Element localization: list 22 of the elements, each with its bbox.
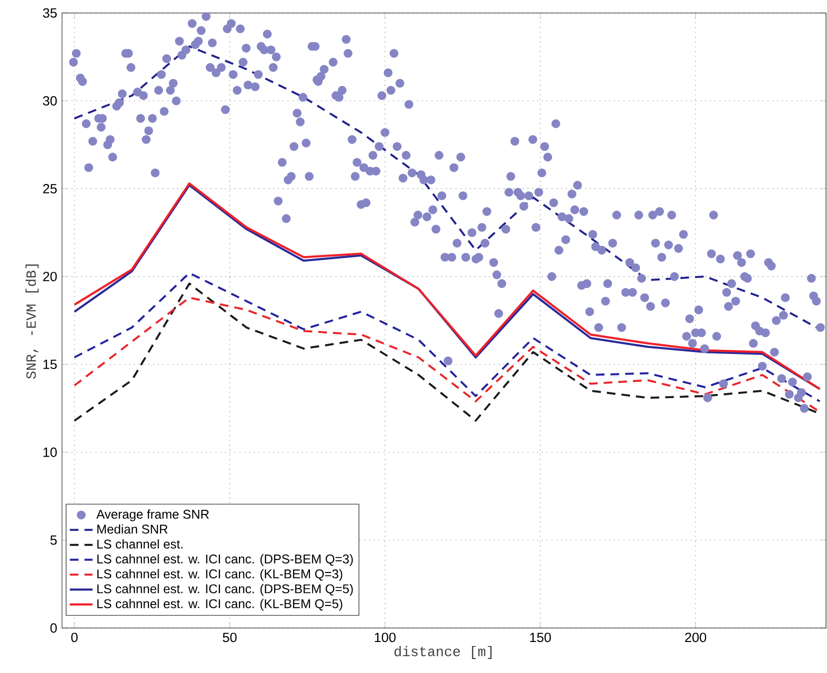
y-tick-label: 5 — [50, 535, 57, 545]
legend-label: LS cahnnel est. w. ICI canc. (DPS-BEM Q=3) — [97, 554, 353, 566]
y-tick-label: 20 — [43, 272, 57, 282]
x-tick-label: 100 — [374, 632, 396, 642]
legend-label: LS cahnnel est. w. ICI canc. (KL-BEM Q=3) — [97, 569, 342, 581]
x-tick-label: 0 — [71, 632, 78, 642]
y-axis-title: SNR, -EVM [dB] — [26, 264, 39, 379]
x-axis-title: distance [m] — [394, 646, 492, 660]
legend-label: Median SNR — [97, 524, 168, 534]
legend-label: LS channel est. — [97, 539, 182, 549]
x-tick-label: 50 — [222, 632, 237, 642]
y-tick-label: 25 — [43, 184, 57, 194]
y-tick-label: 0 — [50, 623, 57, 633]
x-tick-label: 150 — [530, 632, 551, 642]
legend-label: LS cahnnel est. w. ICI canc. (DPS-BEM Q=5) — [97, 584, 353, 596]
legend-label: LS cahnnel est. w. ICI canc. (KL-BEM Q=5) — [97, 598, 342, 611]
y-tick-label: 35 — [42, 8, 57, 18]
y-tick-label: 15 — [43, 360, 57, 370]
x-tick-label: 200 — [685, 632, 706, 642]
y-tick-label: 30 — [42, 96, 57, 106]
y-tick-label: 10 — [43, 448, 57, 457]
legend-label: Average frame SNR — [96, 509, 209, 522]
